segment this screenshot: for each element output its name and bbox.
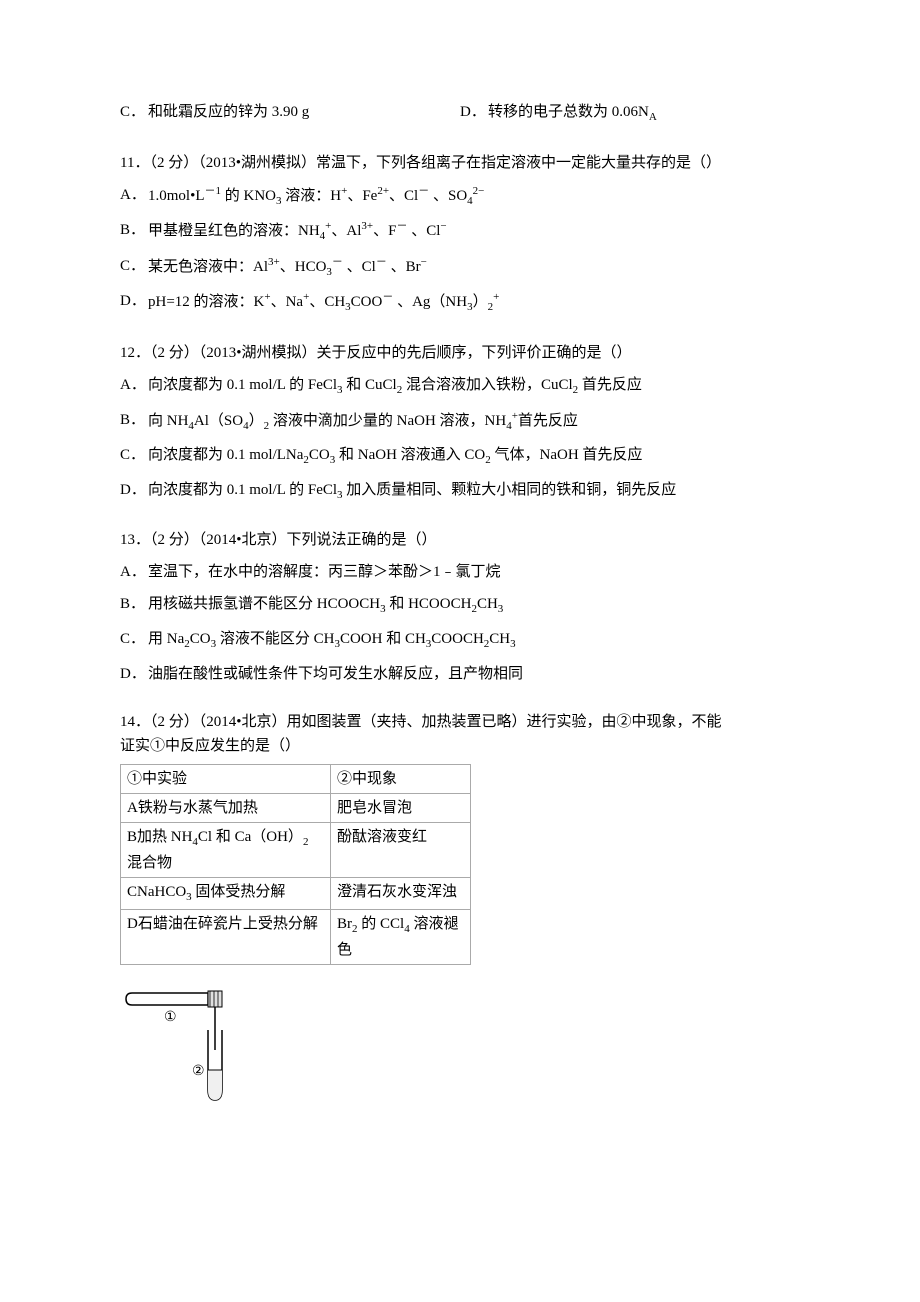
q13-A-text: 室温下，在水中的溶解度：丙三醇＞苯酚＞1﹣氯丁烷: [148, 560, 800, 584]
q14-table: ①中实验 ②中现象 A铁粉与水蒸气加热 肥皂水冒泡 B加热 NH4Cl 和 Ca…: [120, 764, 471, 966]
q12-optD: D． 向浓度都为 0.1 mol/L 的 FeCl3 加入质量相同、颗粒大小相同…: [120, 478, 800, 505]
apparatus-svg: ① ②: [120, 975, 250, 1105]
q11-C-label: C．: [120, 254, 148, 282]
q10-optD-text: 转移的电子总数为 0.06NA: [488, 100, 800, 127]
q10-optD-label: D．: [460, 100, 488, 127]
q12-D-label: D．: [120, 478, 148, 505]
q12-optC: C． 向浓度都为 0.1 mol/LNa2CO3 和 NaOH 溶液通入 CO2…: [120, 443, 800, 470]
table-row-D: D石蜡油在碎瓷片上受热分解 Br2 的 CCl4 溶液褪色: [121, 909, 471, 965]
q12-stem: 12．（2 分）（2013•湖州模拟）关于反应中的先后顺序，下列评价正确的是（）: [120, 341, 800, 365]
q11-stem: 11．（2 分）（2013•湖州模拟）常温下，下列各组离子在指定溶液中一定能大量…: [120, 151, 800, 175]
q11-C-text: 某无色溶液中：Al3+、HCO3－ 、Cl－ 、Br−: [148, 254, 800, 282]
q14-rB2: 酚酞溶液变红: [331, 822, 471, 878]
q12-optA: A． 向浓度都为 0.1 mol/L 的 FeCl3 和 CuCl2 混合溶液加…: [120, 373, 800, 400]
q14-rC1: CNaHCO3 固体受热分解: [121, 878, 331, 910]
q13-optA: A． 室温下，在水中的溶解度：丙三醇＞苯酚＞1﹣氯丁烷: [120, 560, 800, 584]
q11-A-label: A．: [120, 183, 148, 211]
question-12: 12．（2 分）（2013•湖州模拟）关于反应中的先后顺序，下列评价正确的是（）…: [120, 341, 800, 504]
table-row-C: CNaHCO3 固体受热分解 澄清石灰水变浑浊: [121, 878, 471, 910]
q13-optB: B． 用核磁共振氢谱不能区分 HCOOCH3 和 HCOOCH2CH3: [120, 592, 800, 619]
question-10-tail: C． 和砒霜反应的锌为 3.90 g D． 转移的电子总数为 0.06NA: [120, 100, 800, 127]
q10-options-cd: C． 和砒霜反应的锌为 3.90 g D． 转移的电子总数为 0.06NA: [120, 100, 800, 127]
q12-optB: B． 向 NH4Al（SO4）2 溶液中滴加少量的 NaOH 溶液，NH4+首先…: [120, 408, 800, 436]
q11-optA: A． 1.0mol•L－1 的 KNO3 溶液：H+、Fe2+、Cl－ 、SO4…: [120, 183, 800, 211]
table-row-B: B加热 NH4Cl 和 Ca（OH）2 混合物 酚酞溶液变红: [121, 822, 471, 878]
q12-D-text: 向浓度都为 0.1 mol/L 的 FeCl3 加入质量相同、颗粒大小相同的铁和…: [148, 478, 800, 505]
q12-B-label: B．: [120, 408, 148, 436]
q12-A-text: 向浓度都为 0.1 mol/L 的 FeCl3 和 CuCl2 混合溶液加入铁粉…: [148, 373, 800, 400]
q13-A-label: A．: [120, 560, 148, 584]
q13-C-text: 用 Na2CO3 溶液不能区分 CH3COOH 和 CH3COOCH2CH3: [148, 627, 800, 654]
apparatus-diagram: ① ②: [120, 975, 800, 1113]
q14-rB1: B加热 NH4Cl 和 Ca（OH）2 混合物: [121, 822, 331, 878]
q13-stem: 13．（2 分）（2014•北京）下列说法正确的是（）: [120, 528, 800, 552]
q14-rD1: D石蜡油在碎瓷片上受热分解: [121, 909, 331, 965]
q14-stem-line1: 14．（2 分）（2014•北京）用如图装置（夹持、加热装置已略）进行实验，由②…: [120, 710, 800, 734]
q11-A-text: 1.0mol•L－1 的 KNO3 溶液：H+、Fe2+、Cl－ 、SO42−: [148, 183, 800, 211]
q11-D-text: pH=12 的溶液：K+、Na+、CH3COO－ 、Ag（NH3）2+: [148, 289, 800, 317]
q12-C-text: 向浓度都为 0.1 mol/LNa2CO3 和 NaOH 溶液通入 CO2 气体…: [148, 443, 800, 470]
table-header-row: ①中实验 ②中现象: [121, 764, 471, 793]
q10-optC-text: 和砒霜反应的锌为 3.90 g: [148, 100, 460, 127]
q11-B-text: 甲基橙呈红色的溶液：NH4+、Al3+、F－ 、Cl−: [148, 218, 800, 246]
q13-optD: D． 油脂在酸性或碱性条件下均可发生水解反应，且产物相同: [120, 662, 800, 686]
q13-optC: C． 用 Na2CO3 溶液不能区分 CH3COOH 和 CH3COOCH2CH…: [120, 627, 800, 654]
q11-B-label: B．: [120, 218, 148, 246]
q12-B-text: 向 NH4Al（SO4）2 溶液中滴加少量的 NaOH 溶液，NH4+首先反应: [148, 408, 800, 436]
label-circle-2: ②: [192, 1064, 205, 1079]
q14-rC2: 澄清石灰水变浑浊: [331, 878, 471, 910]
q13-D-text: 油脂在酸性或碱性条件下均可发生水解反应，且产物相同: [148, 662, 800, 686]
q13-B-text: 用核磁共振氢谱不能区分 HCOOCH3 和 HCOOCH2CH3: [148, 592, 800, 619]
q14-th2: ②中现象: [331, 764, 471, 793]
q14-rA1: A铁粉与水蒸气加热: [121, 793, 331, 822]
q14-th1: ①中实验: [121, 764, 331, 793]
q12-A-label: A．: [120, 373, 148, 400]
q13-B-label: B．: [120, 592, 148, 619]
question-11: 11．（2 分）（2013•湖州模拟）常温下，下列各组离子在指定溶液中一定能大量…: [120, 151, 800, 317]
avogadro-sub: A: [649, 111, 657, 123]
q11-optC: C． 某无色溶液中：Al3+、HCO3－ 、Cl－ 、Br−: [120, 254, 800, 282]
q11-optB: B． 甲基橙呈红色的溶液：NH4+、Al3+、F－ 、Cl−: [120, 218, 800, 246]
q11-D-label: D．: [120, 289, 148, 317]
q10-optC-label: C．: [120, 100, 148, 127]
question-14: 14．（2 分）（2014•北京）用如图装置（夹持、加热装置已略）进行实验，由②…: [120, 710, 800, 1114]
question-13: 13．（2 分）（2014•北京）下列说法正确的是（） A． 室温下，在水中的溶…: [120, 528, 800, 685]
q14-rD2: Br2 的 CCl4 溶液褪色: [331, 909, 471, 965]
q13-D-label: D．: [120, 662, 148, 686]
q11-optD: D． pH=12 的溶液：K+、Na+、CH3COO－ 、Ag（NH3）2+: [120, 289, 800, 317]
q14-stem-line2: 证实①中反应发生的是（）: [120, 734, 800, 758]
table-row-A: A铁粉与水蒸气加热 肥皂水冒泡: [121, 793, 471, 822]
q12-C-label: C．: [120, 443, 148, 470]
label-circle-1: ①: [164, 1010, 177, 1025]
q14-rA2: 肥皂水冒泡: [331, 793, 471, 822]
q13-C-label: C．: [120, 627, 148, 654]
